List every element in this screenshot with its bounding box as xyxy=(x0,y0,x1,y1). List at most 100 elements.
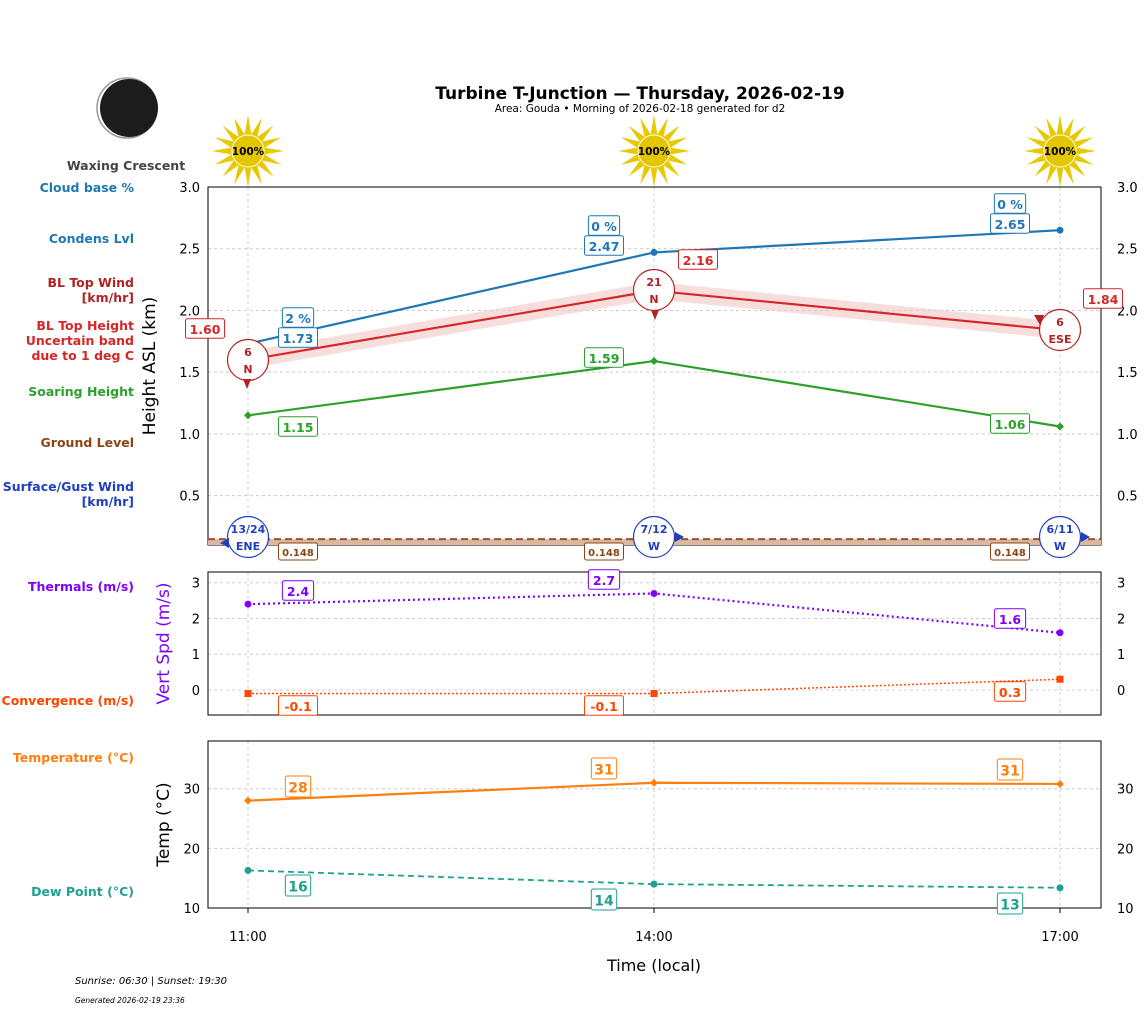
ground-label-box xyxy=(584,542,624,561)
conv-label: -0.1 xyxy=(284,699,311,714)
soar-point xyxy=(650,357,658,366)
bl-wind-arrow xyxy=(651,310,659,320)
conv-label-box xyxy=(584,695,624,716)
y-tick-left: 2.0 xyxy=(179,304,200,319)
y-tick-left: 10 xyxy=(183,902,200,917)
bltop-label: 1.60 xyxy=(190,322,221,337)
surface-wind-icon xyxy=(632,515,676,559)
conv-label-box xyxy=(278,695,318,716)
thermal-point xyxy=(1056,629,1064,637)
x-tick-label: 11:00 xyxy=(229,930,266,945)
dew-label-box xyxy=(284,874,312,897)
axes-frame xyxy=(207,186,1102,546)
temp-label-box xyxy=(590,757,618,780)
conv-label: -0.1 xyxy=(590,699,617,714)
conv-point xyxy=(244,690,252,698)
sun-percent: 100% xyxy=(232,146,265,158)
chart-subtitle: Area: Gouda • Morning of 2026-02-18 gene… xyxy=(495,103,786,115)
surface-wind-direction: W xyxy=(648,540,660,553)
dew-point xyxy=(1056,884,1064,892)
row-label-cloud: Cloud base % xyxy=(40,180,135,195)
row-label-thermal: Thermals (m/s) xyxy=(28,579,134,594)
surface-wind-direction: ENE xyxy=(236,540,260,553)
temp-point xyxy=(244,796,252,805)
temp-label-box xyxy=(996,758,1024,781)
thermal-label-box xyxy=(993,608,1027,629)
y-tick-right: 2 xyxy=(1117,612,1125,627)
dew-line xyxy=(247,869,1061,889)
dew-label: 13 xyxy=(1000,897,1019,913)
condens-point xyxy=(650,248,658,256)
thermal-label-box xyxy=(587,569,621,590)
bltop-label: 1.84 xyxy=(1088,292,1119,307)
bltop-uncertainty-band xyxy=(248,282,1060,369)
y-tick-right: 1.0 xyxy=(1117,428,1138,443)
x-tick-label: 14:00 xyxy=(635,930,672,945)
cloud-label: 2 % xyxy=(285,311,311,326)
surface-wind-icon xyxy=(1038,515,1082,559)
thermal-label: 2.4 xyxy=(287,584,309,599)
dew-label-box xyxy=(996,892,1024,915)
y-tick-right: 30 xyxy=(1117,783,1134,798)
sun-core xyxy=(1043,134,1077,168)
y-tick-right: 10 xyxy=(1117,902,1134,917)
row-label-conv: Convergence (m/s) xyxy=(2,693,134,708)
chart-title: Turbine T-Junction — Thursday, 2026-02-1… xyxy=(435,84,844,104)
dew-label: 16 xyxy=(288,879,307,895)
ground-label: 0.148 xyxy=(282,548,314,559)
dew-label: 14 xyxy=(594,893,614,909)
row-label-ground: Ground Level xyxy=(41,435,134,450)
x-tick-label: 17:00 xyxy=(1041,930,1078,945)
soar-label: 1.59 xyxy=(589,351,620,366)
moon-shadow xyxy=(100,79,158,137)
bltop-label: 2.16 xyxy=(683,253,714,268)
thermal-point xyxy=(650,589,658,597)
temp-point xyxy=(650,778,658,787)
soar-point xyxy=(244,411,252,420)
axes-frame xyxy=(207,571,1102,716)
bl-wind-direction: N xyxy=(243,363,252,376)
temp-label: 31 xyxy=(594,762,613,778)
soar-label-box xyxy=(584,347,624,368)
cloud-label-box xyxy=(587,215,621,236)
surface-wind-speed: 7/12 xyxy=(641,523,668,536)
row-label-soar: Soaring Height xyxy=(28,384,134,399)
surface-wind-direction: W xyxy=(1054,540,1066,553)
y-tick-right: 3 xyxy=(1117,577,1125,592)
y-tick-right: 1 xyxy=(1117,648,1125,663)
row-label-temp: Temperature (°C) xyxy=(13,750,134,765)
surface-wind-arrow xyxy=(1081,532,1090,542)
bl-wind-arrow xyxy=(243,379,251,389)
row-label-blwind: BL Top Wind [km/hr] xyxy=(47,275,134,305)
bltop-label-box xyxy=(1083,288,1123,309)
surface-wind-arrow xyxy=(220,538,229,548)
soar-point xyxy=(1056,422,1064,431)
bl-wind-speed: 6 xyxy=(244,346,252,359)
thermal-label-box xyxy=(281,580,315,601)
dew-label-box xyxy=(590,888,618,911)
sun-core xyxy=(637,134,671,168)
y-tick-left: 2 xyxy=(192,612,200,627)
y-tick-right: 3.0 xyxy=(1117,181,1138,196)
x-axis-label: Time (local) xyxy=(606,956,701,975)
y-tick-right: 0.5 xyxy=(1117,490,1138,505)
y-tick-left: 20 xyxy=(183,842,200,857)
cloud-label: 0 % xyxy=(997,197,1023,212)
surface-wind-icon xyxy=(226,515,270,559)
y-tick-left: 3 xyxy=(192,577,200,592)
soar-label: 1.15 xyxy=(283,420,314,435)
bl-wind-icon xyxy=(1038,308,1082,352)
cloud-label: 0 % xyxy=(591,219,617,234)
ground-label: 0.148 xyxy=(994,548,1026,559)
y-tick-right: 20 xyxy=(1117,842,1134,857)
bl-wind-speed: 21 xyxy=(646,276,661,289)
y-tick-right: 1.5 xyxy=(1117,366,1138,381)
temp-point xyxy=(1056,779,1064,788)
sun-core xyxy=(231,134,265,168)
row-label-surface: Surface/Gust Wind [km/hr] xyxy=(3,479,134,509)
y-axis-label: Height ASL (km) xyxy=(140,297,160,436)
cloud-label-box xyxy=(993,193,1027,214)
bl-wind-direction: N xyxy=(649,293,658,306)
y-axis-label: Temp (°C) xyxy=(154,782,174,867)
temp-label: 28 xyxy=(288,780,307,796)
